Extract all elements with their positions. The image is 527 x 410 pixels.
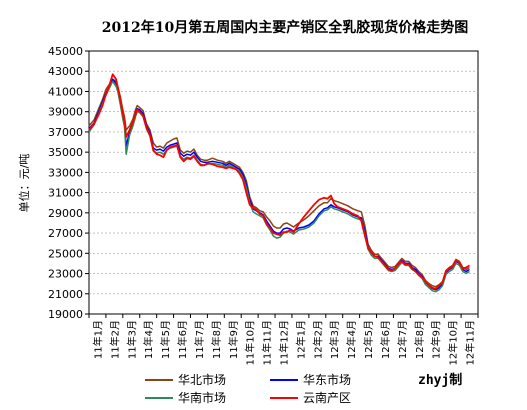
x-tick-label: 11年6月 [176, 320, 189, 359]
x-tick-label: 11年9月 [227, 320, 240, 359]
x-tick-label: 11年11月 [261, 320, 274, 365]
x-tick-label: 11年12月 [278, 320, 291, 365]
x-tick-label: 11年5月 [159, 320, 172, 359]
y-tick-label: 21000 [48, 288, 83, 301]
x-tick-label: 12年5月 [362, 320, 375, 359]
x-tick-label: 11年3月 [125, 320, 138, 359]
legend-label-3: 云南产区 [303, 390, 351, 405]
legend-label-2: 华南市场 [178, 390, 226, 405]
x-tick-label: 12年1月 [294, 320, 307, 359]
chart-title: 2012年10月第五周国内主要产销区全乳胶现货价格走势图 [102, 19, 468, 36]
x-tick-label: 12年2月 [311, 320, 324, 359]
y-axis-label: 单位：元/吨 [17, 154, 31, 213]
y-tick-label: 41000 [48, 85, 83, 98]
y-tick-label: 29000 [48, 207, 83, 220]
y-tick-label: 39000 [48, 106, 83, 119]
x-tick-label: 12年9月 [430, 320, 443, 359]
x-tick-label: 11年1月 [91, 320, 104, 359]
y-tick-label: 37000 [48, 126, 83, 139]
x-tick-label: 12年4月 [345, 320, 358, 359]
x-tick-label: 12年7月 [396, 320, 409, 359]
x-tick-label: 12年11月 [464, 320, 477, 365]
x-tick-label: 12年10月 [447, 320, 460, 365]
x-axis: 11年1月 11年2月 11年3月 11年4月 11年5月 11年6月 11年7月 11年8月… [88, 314, 479, 365]
x-tick-label: 11年8月 [210, 320, 223, 359]
legend-label-0: 华北市场 [178, 372, 226, 387]
y-tick-label: 25000 [48, 247, 83, 260]
series-line-1 [88, 78, 470, 291]
legend-label-1: 华东市场 [303, 372, 351, 387]
y-tick-label: 43000 [48, 65, 83, 78]
y-tick-label: 23000 [48, 268, 83, 281]
y-tick-label: 31000 [48, 187, 83, 200]
x-tick-label: 12年3月 [328, 320, 341, 359]
y-tick-label: 19000 [48, 308, 83, 321]
x-tick-label: 11年4月 [142, 320, 155, 359]
x-tick-label: 12年6月 [379, 320, 392, 359]
x-tick-label: 11年7月 [193, 320, 206, 359]
x-tick-label: 11年10月 [244, 320, 257, 365]
y-tick-label: 27000 [48, 227, 83, 240]
y-tick-label: 35000 [48, 146, 83, 159]
y-tick-label: 33000 [48, 166, 83, 179]
series-line-0 [88, 78, 470, 288]
series-line-3 [88, 73, 470, 290]
series-lines [88, 73, 470, 293]
gridlines [89, 70, 478, 295]
chart-credit: zhyj制 [418, 372, 462, 388]
x-tick-label: 11年2月 [108, 320, 121, 359]
x-tick-label: 12年8月 [413, 320, 426, 359]
y-tick-label: 45000 [48, 45, 83, 58]
y-axis: 45000 43000 41000 39000 37000 35000 33000 31000… [48, 45, 89, 321]
